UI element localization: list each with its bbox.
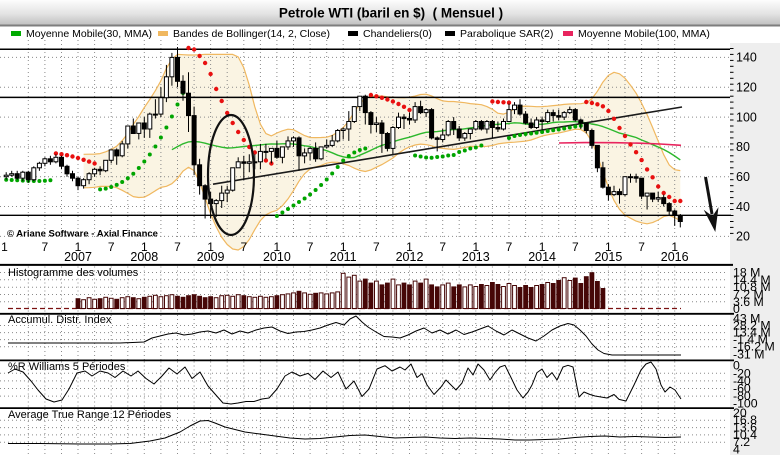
svg-text:40: 40 [736, 200, 750, 214]
svg-text:Histogramme des volumes: Histogramme des volumes [8, 267, 139, 279]
svg-text:7: 7 [307, 240, 314, 254]
svg-text:0: 0 [733, 359, 740, 373]
svg-text:1: 1 [472, 240, 479, 254]
svg-text:2014: 2014 [528, 250, 556, 264]
svg-text:-100: -100 [733, 397, 758, 411]
svg-text:Moyenne Mobile(30, MMA): Moyenne Mobile(30, MMA) [26, 28, 152, 40]
svg-text:10.4: 10.4 [733, 428, 757, 442]
svg-text:Accumul. Distr. Index: Accumul. Distr. Index [8, 314, 112, 326]
svg-text:0: 0 [733, 302, 740, 316]
svg-text:-20: -20 [733, 366, 751, 380]
svg-text:7.2 M: 7.2 M [733, 288, 764, 302]
svg-text:18 M: 18 M [733, 266, 760, 280]
svg-text:1: 1 [141, 240, 148, 254]
svg-text:120: 120 [736, 81, 757, 95]
svg-text:2011: 2011 [330, 250, 357, 264]
svg-text:1: 1 [1, 240, 8, 254]
svg-text:13.6: 13.6 [733, 421, 757, 435]
svg-text:100: 100 [736, 110, 757, 124]
svg-text:7: 7 [572, 240, 579, 254]
svg-text:1: 1 [671, 240, 678, 254]
svg-text:-40: -40 [733, 374, 751, 388]
svg-text:Parabolique SAR(2): Parabolique SAR(2) [460, 28, 553, 40]
svg-text:Chandeliers(0): Chandeliers(0) [363, 28, 432, 40]
svg-text:20: 20 [733, 406, 747, 420]
svg-text:Moyenne Mobile(100, MMA): Moyenne Mobile(100, MMA) [578, 28, 710, 40]
svg-text:140: 140 [736, 51, 757, 65]
svg-text:2013: 2013 [462, 250, 490, 264]
svg-text:7: 7 [240, 240, 247, 254]
svg-text:%R Williams 5 Périodes: %R Williams 5 Périodes [8, 361, 126, 373]
svg-text:1: 1 [340, 240, 347, 254]
svg-text:Average True Range 12 Périodes: Average True Range 12 Périodes [8, 409, 172, 421]
svg-text:7: 7 [174, 240, 181, 254]
svg-text:16.8: 16.8 [733, 413, 757, 427]
svg-text:2009: 2009 [197, 250, 225, 264]
svg-text:60: 60 [736, 170, 750, 184]
svg-text:1: 1 [406, 240, 413, 254]
svg-text:Petrole WTI (baril en $) ( Me: Petrole WTI (baril en $) ( Mensuel ) [279, 6, 503, 21]
svg-text:4: 4 [733, 443, 740, 455]
svg-text:80: 80 [736, 140, 750, 154]
svg-text:14.4 M: 14.4 M [733, 273, 771, 287]
svg-text:20: 20 [736, 230, 750, 244]
svg-text:1: 1 [539, 240, 546, 254]
svg-text:1: 1 [75, 240, 82, 254]
svg-text:43 M: 43 M [733, 312, 760, 326]
svg-text:-80: -80 [733, 389, 751, 403]
svg-text:1: 1 [207, 240, 214, 254]
svg-text:1: 1 [605, 240, 612, 254]
svg-text:7: 7 [108, 240, 115, 254]
svg-text:7: 7 [506, 240, 513, 254]
svg-text:2015: 2015 [594, 250, 622, 264]
svg-text:13.4 M: 13.4 M [733, 326, 771, 340]
svg-text:-16.2 M: -16.2 M [733, 340, 775, 354]
svg-text:7.2: 7.2 [733, 435, 750, 449]
svg-text:-60: -60 [733, 382, 751, 396]
svg-text:-1.4 M: -1.4 M [733, 333, 768, 347]
svg-text:2016: 2016 [661, 250, 689, 264]
svg-text:-31 M: -31 M [733, 348, 764, 362]
svg-text:1: 1 [274, 240, 281, 254]
svg-text:2007: 2007 [64, 250, 92, 264]
svg-text:7: 7 [439, 240, 446, 254]
svg-text:7: 7 [373, 240, 380, 254]
svg-text:Bandes de Bollinger(14, 2, Clo: Bandes de Bollinger(14, 2, Close) [173, 28, 330, 40]
svg-text:2010: 2010 [263, 250, 291, 264]
svg-text:10.8 M: 10.8 M [733, 280, 771, 294]
svg-text:28.2 M: 28.2 M [733, 319, 771, 333]
svg-text:7: 7 [42, 240, 49, 254]
svg-text:7: 7 [638, 240, 645, 254]
svg-text:© Ariane Software - Axial Fina: © Ariane Software - Axial Finance [7, 229, 158, 240]
svg-text:2012: 2012 [396, 250, 424, 264]
svg-text:3.6 M: 3.6 M [733, 295, 764, 309]
svg-text:2008: 2008 [130, 250, 158, 264]
